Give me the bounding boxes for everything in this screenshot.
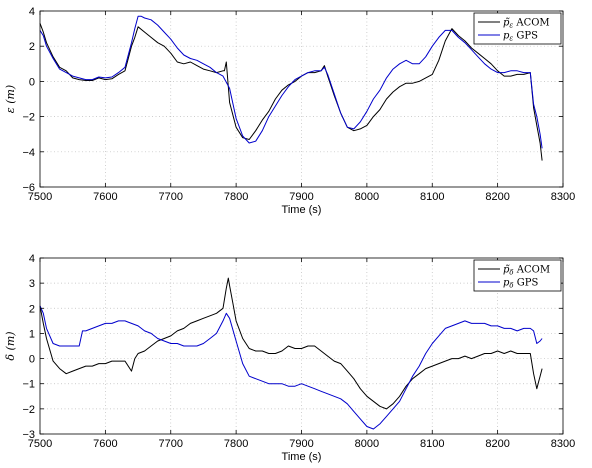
x-tick-label: 7500 [28,438,52,450]
y-tick-label: −4 [22,147,35,159]
x-tick-label: 8300 [551,191,575,203]
x-tick-label: 7700 [159,438,183,450]
x-tick-label: 8300 [551,438,575,450]
x-tick-label: 7800 [224,191,248,203]
x-tick-label: 8100 [420,438,444,450]
x-tick-label: 7500 [28,191,52,203]
legend-box [473,259,562,292]
series-line-gps [39,15,543,149]
y-tick-label: 2 [29,41,35,53]
x-tick-label: 7800 [224,438,248,450]
x-tick-label: 7600 [93,191,117,203]
y-axis-label: ε (m) [4,85,17,113]
y-tick-label: 0 [29,76,35,88]
y-tick-label: 4 [29,253,35,265]
x-tick-label: 8200 [485,191,509,203]
y-tick-label: 4 [29,6,35,18]
legend-entry: pδ GPS [503,278,539,290]
series-line-acom [39,23,543,161]
x-axis-label: Time (s) [282,451,322,463]
y-tick-label: −2 [22,404,35,416]
x-axis-label: Time (s) [282,204,322,216]
y-tick-label: −3 [22,429,35,441]
y-tick-label: −6 [22,182,35,194]
x-tick-label: 7700 [159,191,183,203]
x-tick-label: 8000 [355,438,379,450]
y-tick-label: 0 [29,354,35,366]
x-tick-label: 7900 [289,191,313,203]
series-line-gps [39,305,543,430]
x-tick-label: 7900 [289,438,313,450]
legend-box [473,12,562,45]
y-tick-label: 2 [29,303,35,315]
y-axis-label: δ (m) [4,331,17,360]
x-tick-label: 8200 [485,438,509,450]
y-tick-label: 3 [29,278,35,290]
legend-entry: p̃ε ACOM [503,18,550,30]
chart-2: 7500 7600 7700 7800 7900 8000 8100 8200 8300 −3 −2… [4,253,575,463]
y-tick-label: 1 [29,328,35,340]
chart-1: 7500 7600 7700 7800 7900 8000 8100 8200 8300 −6 −4… [4,6,575,216]
series-line-acom [39,277,543,410]
legend-entry: pε GPS [503,31,538,43]
x-tick-label: 7600 [93,438,117,450]
y-tick-label: −2 [22,112,35,124]
x-tick-label: 8100 [420,191,444,203]
legend-entry: p̃δ ACOM [503,265,550,277]
x-tick-label: 8000 [355,191,379,203]
y-tick-label: −1 [22,379,35,391]
